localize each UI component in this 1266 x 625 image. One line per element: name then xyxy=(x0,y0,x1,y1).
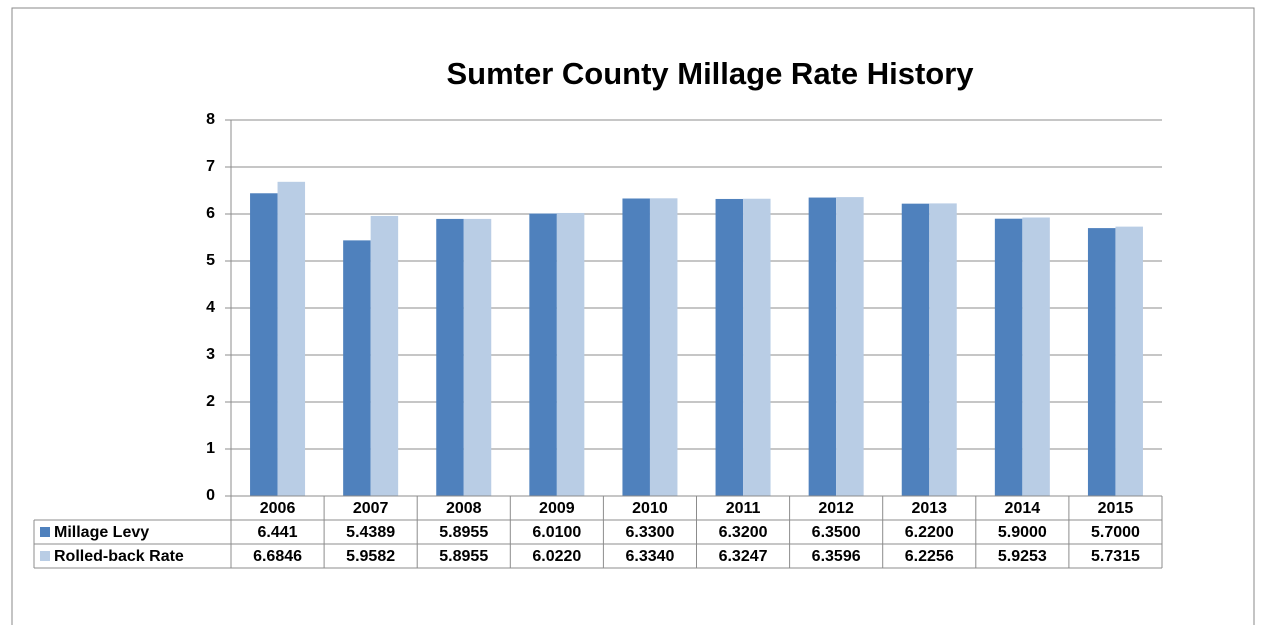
x-tick-label: 2009 xyxy=(539,500,575,517)
bar xyxy=(436,218,464,496)
y-tick-label: 5 xyxy=(206,252,215,269)
bar xyxy=(250,193,278,496)
table-value: 6.3500 xyxy=(812,524,861,541)
bar xyxy=(343,240,371,496)
x-tick-label: 2008 xyxy=(446,500,482,517)
bar xyxy=(994,218,1023,496)
x-tick-label: 2013 xyxy=(911,500,947,517)
table-value: 5.7000 xyxy=(1091,524,1140,541)
y-tick-label: 3 xyxy=(206,346,215,363)
bar xyxy=(836,197,864,496)
legend-label: Rolled-back Rate xyxy=(54,548,184,565)
chart-frame xyxy=(11,7,1255,625)
bar xyxy=(808,197,837,497)
bar xyxy=(277,181,306,497)
y-tick-label: 7 xyxy=(206,158,215,175)
table-value: 6.3200 xyxy=(719,524,768,541)
table-value: 5.9582 xyxy=(346,548,395,565)
table-value: 6.3300 xyxy=(625,524,674,541)
table-value: 6.0220 xyxy=(532,548,581,565)
y-tick-label: 8 xyxy=(206,111,215,128)
legend-swatch xyxy=(40,527,50,537)
bar xyxy=(901,203,930,496)
x-tick-label: 2015 xyxy=(1098,500,1134,517)
y-tick-label: 2 xyxy=(206,393,215,410)
bar xyxy=(1087,228,1116,496)
table-value: 5.8955 xyxy=(439,524,488,541)
bar xyxy=(370,215,399,496)
x-tick-label: 2010 xyxy=(632,500,668,517)
table-value: 5.9253 xyxy=(998,548,1047,565)
table-value: 6.3247 xyxy=(719,548,768,565)
x-tick-label: 2014 xyxy=(1005,500,1041,517)
table-value: 5.9000 xyxy=(998,524,1047,541)
table-value: 5.7315 xyxy=(1091,548,1140,565)
bar xyxy=(649,198,678,496)
table-value: 6.3340 xyxy=(625,548,674,565)
bar xyxy=(1115,226,1143,496)
table-value: 6.441 xyxy=(258,524,298,541)
bar xyxy=(556,212,585,496)
table-value: 6.3596 xyxy=(812,548,861,565)
x-tick-label: 2012 xyxy=(818,500,854,517)
table-value: 5.4389 xyxy=(346,524,395,541)
x-tick-label: 2006 xyxy=(260,500,296,517)
bar xyxy=(929,203,957,497)
x-tick-label: 2011 xyxy=(726,500,761,517)
x-tick-label: 2007 xyxy=(353,500,389,517)
table-value: 6.6846 xyxy=(253,548,302,565)
table-value: 5.8955 xyxy=(439,548,488,565)
bar xyxy=(1022,217,1050,496)
y-tick-label: 1 xyxy=(206,440,215,457)
table-value: 6.2256 xyxy=(905,548,954,565)
bar xyxy=(715,198,744,496)
y-tick-label: 6 xyxy=(206,205,215,222)
chart-title: Sumter County Millage Rate History xyxy=(446,56,974,91)
legend-label: Millage Levy xyxy=(54,524,149,541)
bar xyxy=(622,198,650,497)
y-tick-label: 0 xyxy=(206,487,215,504)
table-value: 6.0100 xyxy=(532,524,581,541)
bar xyxy=(743,198,771,496)
table-value: 6.2200 xyxy=(905,524,954,541)
bar xyxy=(463,218,492,496)
legend-swatch xyxy=(40,551,50,561)
bar xyxy=(529,213,557,496)
y-tick-label: 4 xyxy=(206,299,215,316)
